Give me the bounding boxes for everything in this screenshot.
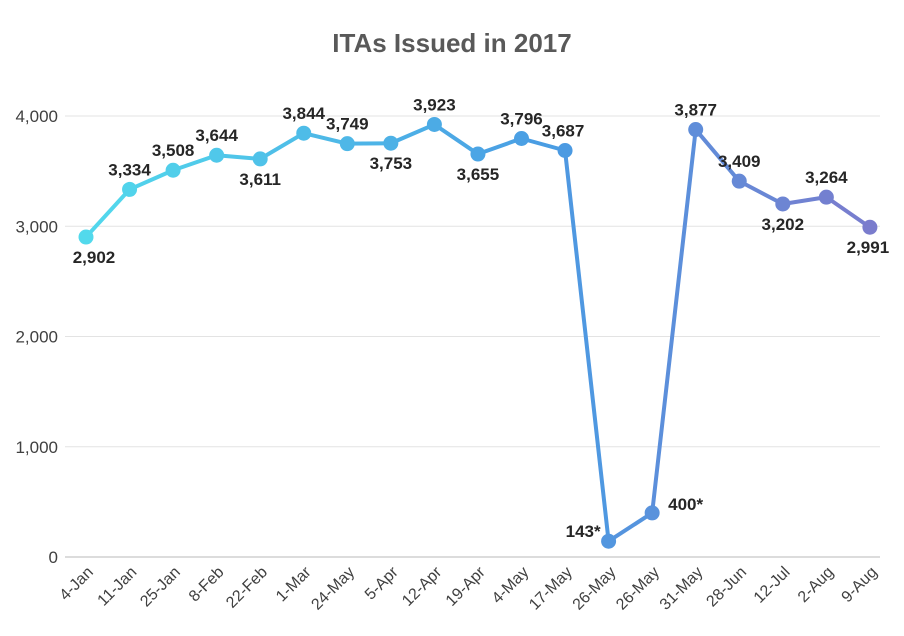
data-point (731, 173, 747, 189)
x-tick-label: 12-Jul (751, 564, 794, 607)
y-tick-label: 2,000 (15, 328, 58, 347)
data-point (514, 130, 529, 146)
data-point (165, 162, 181, 178)
data-label: 2,991 (847, 238, 890, 257)
x-tick-label: 11-Jan (95, 564, 141, 610)
data-point (122, 181, 138, 197)
data-label: 400* (668, 495, 703, 514)
x-tick-label: 12-Apr (399, 563, 445, 609)
y-tick-label: 1,000 (15, 438, 58, 457)
data-label: 3,753 (370, 154, 413, 173)
data-label: 2,902 (73, 248, 116, 267)
data-point (601, 533, 617, 549)
data-label: 3,644 (195, 126, 238, 145)
series-line-segment (606, 510, 655, 544)
series-line-segment (824, 195, 872, 230)
data-point (644, 505, 660, 521)
x-tick-label: 25-Jan (137, 564, 184, 611)
data-label: 3,655 (457, 165, 500, 184)
series-line-segment (563, 148, 611, 544)
x-tick-label: 1-Mar (273, 563, 315, 605)
x-tick-label: 28-Jun (703, 564, 750, 611)
y-tick-label: 0 (49, 548, 58, 567)
x-tick-label: 9-Aug (839, 564, 881, 606)
data-point (78, 229, 94, 245)
series-line-segment (388, 122, 437, 146)
series-line-segment (258, 131, 306, 161)
data-label: 3,844 (282, 104, 325, 123)
data-label: 3,796 (500, 109, 543, 128)
data-point (688, 122, 704, 138)
data-label: 3,409 (718, 152, 761, 171)
series-line-segment (84, 187, 132, 240)
data-point (818, 189, 834, 205)
data-point (339, 136, 355, 152)
x-tick-label: 17-May (526, 564, 576, 614)
data-label: 3,611 (239, 170, 281, 189)
series-line-segment (127, 168, 176, 192)
x-tick-label: 22-Feb (223, 564, 271, 612)
x-tick-label: 19-Apr (443, 563, 489, 609)
data-label: 3,508 (152, 141, 195, 160)
series-line-segment (171, 153, 219, 173)
data-label: 3,923 (413, 95, 456, 114)
data-point (426, 116, 442, 132)
data-label: 3,687 (542, 122, 585, 141)
x-tick-label: 4-Jan (57, 564, 97, 604)
y-tick-label: 3,000 (15, 217, 58, 236)
data-label: 3,877 (674, 101, 717, 120)
data-label: 3,264 (805, 168, 848, 187)
x-tick-label: 2-Aug (795, 564, 837, 606)
series-line-segment (693, 127, 742, 184)
series-line-segment (737, 179, 785, 206)
data-label: 3,749 (326, 115, 369, 134)
x-tick-label: 5-Apr (362, 563, 402, 603)
series-line-segment (650, 127, 698, 515)
y-tick-label: 4,000 (15, 107, 58, 126)
data-point (209, 147, 225, 163)
chart-title: ITAs Issued in 2017 (332, 28, 571, 58)
x-tick-label: 31-May (657, 564, 707, 614)
data-point (470, 146, 486, 162)
data-point (557, 143, 573, 159)
data-point (775, 196, 791, 212)
x-tick-label: 26-May (613, 564, 663, 614)
data-label: 3,334 (108, 160, 151, 179)
data-point (296, 125, 312, 141)
data-point (252, 151, 268, 167)
series-line-segment (432, 122, 480, 157)
x-tick-label: 24-May (308, 564, 358, 614)
data-point (862, 219, 878, 235)
data-point (383, 135, 399, 151)
data-label: 143* (566, 522, 601, 541)
data-label: 3,202 (762, 215, 805, 234)
series-line-segment (519, 136, 568, 153)
series-line-segment (475, 136, 524, 157)
x-tick-label: 8-Feb (186, 564, 228, 606)
x-tick-label: 26-May (570, 564, 620, 614)
